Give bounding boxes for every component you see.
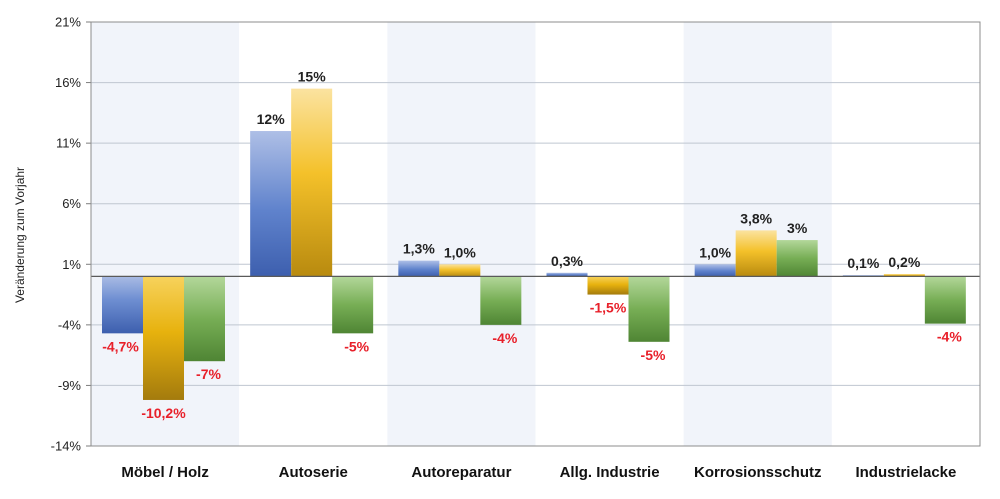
y-tick-label: -9% <box>58 378 82 393</box>
bar <box>883 273 925 277</box>
data-label: 1,3% <box>403 241 435 257</box>
data-label: 1,0% <box>699 244 731 260</box>
category-label: Möbel / Holz <box>121 464 209 481</box>
data-label: 3% <box>787 220 808 236</box>
bar <box>924 276 966 324</box>
bar <box>291 88 333 277</box>
category-label: Industrielacke <box>855 464 956 481</box>
data-label: -5% <box>344 338 369 354</box>
data-label: -4% <box>937 329 962 345</box>
y-tick-label: 11% <box>56 136 81 151</box>
data-label: 0,2% <box>888 254 920 270</box>
category-label: Korrosionsschutz <box>694 464 822 481</box>
y-tick-label: 21% <box>55 15 81 30</box>
data-label: -5% <box>641 347 666 363</box>
plot-frame <box>90 21 981 447</box>
y-axis-label: Veränderung zum Vorjahr <box>13 167 27 303</box>
data-label: -4% <box>492 330 517 346</box>
bar <box>332 276 374 334</box>
category-band <box>535 22 684 446</box>
bar <box>439 264 481 277</box>
bar <box>480 276 522 325</box>
data-label: -7% <box>196 366 221 382</box>
y-tick-label: 16% <box>55 75 81 90</box>
category-band <box>831 22 980 446</box>
data-label: 0,1% <box>847 255 879 271</box>
data-label: 1,0% <box>444 244 476 260</box>
bar <box>694 264 736 277</box>
bar <box>398 260 440 277</box>
bars <box>102 88 966 400</box>
y-tick-labels: 21% 16% 11% 6% 1% -4% -9% -14% <box>51 15 82 454</box>
data-label: -1,5% <box>590 300 627 316</box>
bar <box>184 276 225 362</box>
bar <box>587 276 629 295</box>
y-tick-label: -14% <box>51 439 82 454</box>
bar <box>102 276 143 334</box>
plot-border <box>90 21 981 447</box>
category-label: Autoreparatur <box>411 464 511 481</box>
data-label: -4,7% <box>102 338 139 354</box>
bar <box>250 131 292 277</box>
data-labels: -4,7% 12% 1,3% 0,3% 1,0% 0,1% -10,2% 15% 1,0% -1,… <box>102 69 962 421</box>
data-label: 12% <box>257 111 286 127</box>
bar <box>735 230 777 277</box>
data-label: 0,3% <box>551 253 583 269</box>
y-tick-label: 6% <box>62 196 81 211</box>
bar <box>776 240 818 277</box>
data-label: 3,8% <box>740 210 772 226</box>
data-label: -10,2% <box>141 405 186 421</box>
category-labels: Möbel / Holz Autoserie Autoreparatur Allg. … <box>121 464 956 481</box>
data-label: 15% <box>298 69 327 85</box>
category-label: Allg. Industrie <box>560 464 660 481</box>
category-label: Autoserie <box>279 464 348 481</box>
category-bands <box>91 22 980 446</box>
category-band <box>387 22 536 446</box>
y-tick-label: -4% <box>58 317 82 332</box>
bar <box>546 272 588 277</box>
y-tick-label: 1% <box>62 257 81 272</box>
bar <box>628 276 670 342</box>
bar <box>143 276 184 400</box>
